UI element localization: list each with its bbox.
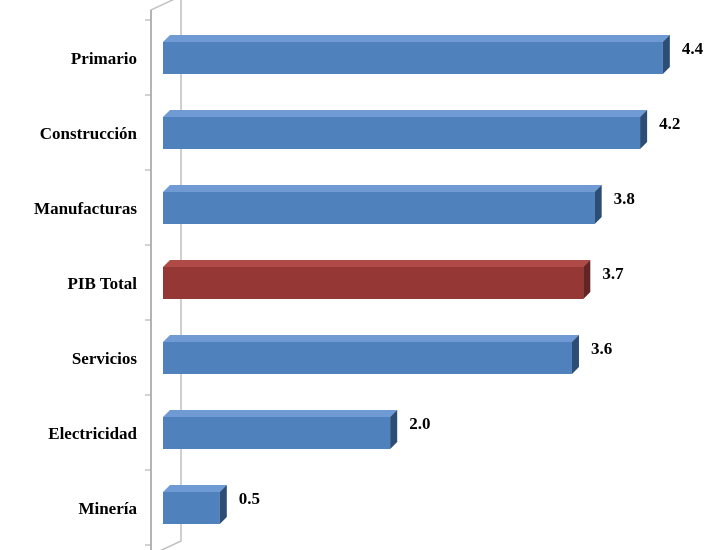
data-label: 0.5 — [239, 489, 260, 508]
category-label: Manufacturas — [34, 199, 137, 218]
category-label: Construcción — [40, 124, 138, 143]
bars — [163, 35, 670, 524]
bar-front-face — [163, 192, 595, 224]
data-label: 4.4 — [682, 39, 704, 58]
bar-6 — [163, 410, 398, 449]
bar-top-face — [163, 410, 398, 417]
bar-front-face — [163, 342, 572, 374]
bar-side-face — [640, 110, 648, 149]
bar-top-face — [163, 260, 591, 267]
bar-3 — [163, 185, 602, 224]
bar-7 — [163, 485, 227, 524]
category-label: Minería — [78, 499, 137, 518]
category-label: Primario — [71, 49, 137, 68]
bar-4 — [163, 260, 591, 299]
bar-front-face — [163, 42, 663, 74]
category-label: PIB Total — [68, 274, 138, 293]
bar-top-face — [163, 185, 602, 192]
bar-5 — [163, 335, 579, 374]
data-label: 4.2 — [659, 114, 680, 133]
data-label: 2.0 — [409, 414, 430, 433]
bar-top-face — [163, 35, 670, 42]
bar-top-face — [163, 485, 227, 492]
bar-front-face — [163, 492, 220, 524]
bar-side-face — [594, 185, 602, 224]
category-axis — [145, 0, 182, 550]
bar-front-face — [163, 117, 641, 149]
bar-2 — [163, 110, 648, 149]
bar-front-face — [163, 417, 391, 449]
bar-side-face — [219, 485, 227, 524]
bar-side-face — [571, 335, 579, 374]
bar-top-face — [163, 335, 579, 342]
bar-front-face — [163, 267, 584, 299]
data-label: 3.7 — [602, 264, 624, 283]
data-label: 3.8 — [614, 189, 635, 208]
category-label: Servicios — [72, 349, 138, 368]
data-label: 3.6 — [591, 339, 612, 358]
bar-1 — [163, 35, 670, 74]
bar-side-face — [662, 35, 670, 74]
bar-side-face — [583, 260, 591, 299]
bar-side-face — [390, 410, 398, 449]
labels: Primario 4.4 Construcción 4.2 Manufacturas 3.… — [34, 39, 704, 518]
bar-top-face — [163, 110, 648, 117]
category-label: Electricidad — [48, 424, 137, 443]
